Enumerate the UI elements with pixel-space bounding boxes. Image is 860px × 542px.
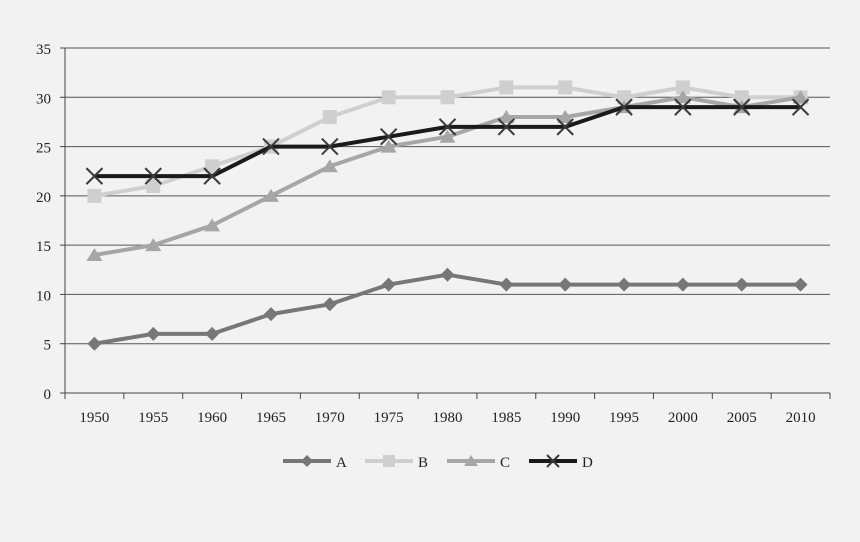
x-tick-label: 2005 xyxy=(727,410,757,426)
data-point xyxy=(87,336,102,351)
data-point xyxy=(381,277,396,292)
legend-label: D xyxy=(582,455,593,471)
data-point xyxy=(792,90,809,104)
data-point xyxy=(558,277,573,292)
series-A xyxy=(87,267,808,351)
data-point xyxy=(546,454,560,468)
data-point xyxy=(734,90,749,105)
data-point xyxy=(203,167,221,185)
legend: A B C D xyxy=(283,454,593,471)
x-tick-label: 1980 xyxy=(433,410,463,426)
data-point xyxy=(499,80,514,95)
x-tick-label: 1975 xyxy=(374,410,404,426)
x-tick-label: 2000 xyxy=(668,410,698,426)
data-point xyxy=(380,139,397,153)
data-point xyxy=(146,179,161,193)
data-point xyxy=(263,307,278,322)
x-tick-label: 1990 xyxy=(550,410,580,426)
data-point xyxy=(675,277,690,292)
data-point xyxy=(733,98,751,116)
data-point xyxy=(146,326,161,341)
legend-label: C xyxy=(500,455,510,471)
data-point xyxy=(497,118,516,136)
data-point xyxy=(144,167,162,185)
data-point xyxy=(793,277,808,292)
series-line xyxy=(94,272,801,346)
data-point xyxy=(556,118,574,136)
data-point xyxy=(440,267,455,282)
legend-item-C: C xyxy=(447,455,510,471)
data-point xyxy=(617,277,632,292)
y-tick-label: 25 xyxy=(36,141,51,157)
x-tick-label: 1995 xyxy=(609,410,639,426)
y-tick-label: 35 xyxy=(36,42,51,58)
data-point xyxy=(675,80,690,95)
data-point xyxy=(262,188,279,202)
data-point xyxy=(464,455,478,466)
data-point xyxy=(205,326,220,341)
data-point xyxy=(383,455,395,467)
y-tick-label: 10 xyxy=(36,288,51,304)
legend-label: A xyxy=(336,455,347,471)
data-point xyxy=(322,297,337,312)
data-point xyxy=(379,128,398,146)
data-point xyxy=(734,277,749,292)
data-point xyxy=(791,98,810,116)
legend-label: B xyxy=(418,455,428,471)
series-D xyxy=(85,98,810,185)
x-tick-label: 1970 xyxy=(315,410,345,426)
x-tick-label: 1960 xyxy=(197,410,227,426)
data-point xyxy=(87,188,102,203)
legend-item-B: B xyxy=(365,455,428,471)
data-point xyxy=(85,167,104,185)
data-point xyxy=(438,118,457,136)
data-point xyxy=(439,129,456,143)
data-point xyxy=(205,159,220,174)
x-tick-label: 1950 xyxy=(79,410,109,426)
y-tick-label: 5 xyxy=(44,338,52,354)
y-tick-label: 15 xyxy=(36,239,51,255)
data-point xyxy=(321,159,338,173)
data-point xyxy=(499,277,514,292)
legend-item-A: A xyxy=(283,455,347,471)
data-point xyxy=(204,218,221,232)
x-tick-label: 1985 xyxy=(491,410,521,426)
data-point xyxy=(617,90,632,105)
data-point xyxy=(381,90,396,105)
y-tick-label: 20 xyxy=(36,190,51,206)
data-point xyxy=(321,137,339,156)
data-point xyxy=(615,98,633,116)
axes: 0 5 10 15 20 25 30 35 1950 1955 1960 1965 1970 1975 19… xyxy=(36,42,831,426)
data-point xyxy=(674,90,691,104)
data-point xyxy=(440,90,455,105)
y-tick-label: 0 xyxy=(44,387,52,403)
x-tick-label: 1965 xyxy=(256,410,286,426)
data-point xyxy=(86,248,103,261)
data-point xyxy=(557,110,574,123)
series-lines xyxy=(85,80,810,351)
x-tick-label: 1955 xyxy=(138,410,168,426)
x-tick-label: 2010 xyxy=(786,410,816,426)
data-point xyxy=(322,110,337,124)
legend-item-D: D xyxy=(529,454,593,471)
data-point xyxy=(301,455,313,467)
data-point xyxy=(262,137,280,156)
data-point xyxy=(558,80,573,95)
data-point xyxy=(674,98,692,116)
data-point xyxy=(145,238,162,252)
data-point xyxy=(498,110,515,123)
y-tick-label: 30 xyxy=(36,91,51,107)
